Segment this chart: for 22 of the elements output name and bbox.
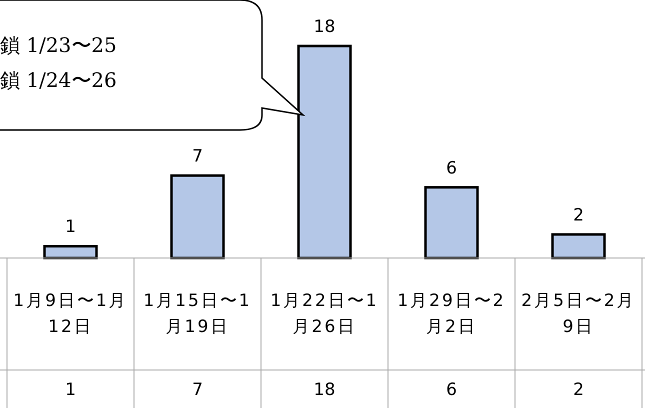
annotation: 鎖 1/23〜25 <box>0 33 117 57</box>
text: 1 <box>65 380 76 400</box>
text: 2 <box>573 380 584 400</box>
bar <box>551 233 606 260</box>
text: 6 <box>446 380 457 400</box>
data-label: 6 <box>446 158 457 178</box>
x-tick-label: 1月22日〜1月26日 <box>269 290 380 339</box>
annotation: 鎖 1/24〜26 <box>0 68 117 92</box>
text: 18 <box>314 380 336 400</box>
x-tick-label: 2月5日〜2月9日 <box>520 290 637 339</box>
bar <box>43 244 98 260</box>
bar <box>424 186 479 260</box>
text: 7 <box>192 380 203 400</box>
x-tick-label: 1月15日〜1月19日 <box>142 290 253 339</box>
data-label: 18 <box>314 17 336 37</box>
data-label: 2 <box>573 205 584 226</box>
bar <box>170 174 225 260</box>
data-label: 1 <box>65 217 76 238</box>
data-label: 7 <box>192 146 203 167</box>
bar <box>297 44 352 260</box>
x-tick-label: 1月9日〜1月12日 <box>12 290 129 339</box>
x-tick-label: 1月29日〜2月2日 <box>396 290 507 339</box>
